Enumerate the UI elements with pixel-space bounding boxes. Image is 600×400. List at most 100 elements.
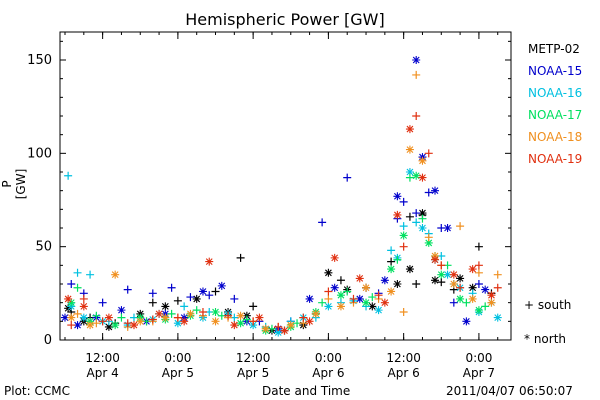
legend-item: METP-02 bbox=[528, 42, 580, 56]
south-point bbox=[437, 261, 446, 270]
north-symbol-label: * north bbox=[524, 332, 567, 346]
north-point bbox=[431, 186, 440, 195]
south-point bbox=[474, 242, 483, 251]
north-point bbox=[456, 274, 465, 283]
x-tick-date-label: Apr 6 bbox=[388, 366, 420, 380]
plot-credit: Plot: CCMC bbox=[4, 384, 70, 398]
south-point bbox=[412, 218, 421, 227]
legend-item: NOAA-15 bbox=[528, 64, 583, 78]
south-point bbox=[324, 294, 333, 303]
south-point bbox=[493, 283, 502, 292]
north-point bbox=[380, 298, 389, 307]
south-point bbox=[412, 280, 421, 288]
north-point bbox=[64, 294, 73, 303]
timestamp: 2011/04/07 06:50:07 bbox=[446, 384, 573, 398]
x-tick-date-label: Apr 7 bbox=[463, 366, 495, 380]
north-point bbox=[61, 313, 69, 322]
north-point bbox=[104, 322, 113, 331]
south-point bbox=[173, 296, 182, 305]
north-point bbox=[211, 317, 220, 326]
north-point bbox=[449, 280, 458, 288]
north-point bbox=[468, 265, 477, 274]
south-point bbox=[92, 319, 101, 328]
north-point bbox=[330, 253, 339, 262]
north-point bbox=[449, 270, 458, 279]
north-point bbox=[336, 291, 345, 300]
x-tick-time-label: 12:00 bbox=[386, 351, 421, 365]
north-point bbox=[393, 192, 402, 201]
north-point bbox=[186, 309, 195, 318]
north-point bbox=[387, 265, 396, 274]
north-point bbox=[387, 287, 396, 296]
south-point bbox=[437, 278, 446, 287]
north-point bbox=[280, 326, 289, 335]
south-point bbox=[73, 283, 82, 292]
south-point bbox=[198, 308, 207, 316]
north-point bbox=[374, 306, 383, 315]
x-tick-time-label: 0:00 bbox=[465, 351, 492, 365]
north-point bbox=[431, 276, 440, 285]
north-point bbox=[311, 309, 320, 318]
north-point bbox=[111, 270, 120, 279]
south-point bbox=[374, 291, 383, 300]
south-point bbox=[318, 298, 327, 307]
north-point bbox=[104, 313, 113, 322]
south-point bbox=[399, 222, 408, 231]
north-point bbox=[305, 317, 314, 326]
north-point bbox=[468, 283, 477, 292]
north-point bbox=[129, 321, 138, 330]
north-point bbox=[393, 210, 402, 219]
north-point bbox=[362, 298, 371, 307]
north-point bbox=[161, 302, 170, 311]
south-point bbox=[474, 280, 483, 288]
north-point bbox=[493, 313, 502, 322]
north-point bbox=[286, 321, 295, 330]
south-point bbox=[148, 289, 157, 298]
x-tick-date-label: Apr 6 bbox=[312, 366, 344, 380]
south-point bbox=[148, 315, 157, 324]
north-point bbox=[155, 309, 164, 318]
north-point bbox=[405, 265, 414, 274]
north-point bbox=[173, 319, 182, 328]
south-point bbox=[92, 311, 101, 320]
north-point bbox=[205, 257, 214, 266]
north-point bbox=[111, 321, 120, 330]
y-tick-label: 50 bbox=[35, 240, 52, 255]
north-point bbox=[405, 125, 414, 134]
south-point bbox=[387, 257, 396, 266]
south-point bbox=[299, 313, 308, 322]
south-point bbox=[73, 309, 82, 318]
legend-item: NOAA-18 bbox=[528, 130, 583, 144]
north-point bbox=[418, 173, 427, 182]
north-point bbox=[355, 294, 364, 303]
north-point bbox=[468, 294, 477, 303]
north-point bbox=[393, 280, 402, 288]
legend-item: NOAA-17 bbox=[528, 108, 583, 122]
south-point bbox=[399, 197, 408, 206]
south-point bbox=[64, 171, 73, 180]
south-point bbox=[79, 294, 88, 303]
south-point bbox=[167, 283, 176, 292]
south-point bbox=[481, 302, 490, 311]
south-point bbox=[173, 313, 182, 322]
south-point bbox=[456, 222, 465, 231]
north-point bbox=[412, 56, 421, 64]
south-point bbox=[205, 291, 214, 300]
south-point bbox=[399, 308, 408, 316]
north-point bbox=[261, 324, 270, 333]
south-point bbox=[211, 287, 220, 296]
legend-item: NOAA-16 bbox=[528, 86, 583, 100]
south-point bbox=[368, 293, 377, 302]
south-point bbox=[230, 294, 239, 303]
south-point bbox=[224, 311, 233, 320]
x-tick-date-label: Apr 4 bbox=[87, 366, 119, 380]
south-point bbox=[462, 298, 471, 307]
north-point bbox=[64, 304, 73, 313]
south-point bbox=[412, 70, 421, 79]
north-point bbox=[117, 306, 126, 315]
south-point bbox=[449, 298, 458, 307]
x-tick-date-label: Apr 5 bbox=[237, 366, 269, 380]
north-point bbox=[236, 319, 245, 328]
north-point bbox=[405, 145, 414, 154]
